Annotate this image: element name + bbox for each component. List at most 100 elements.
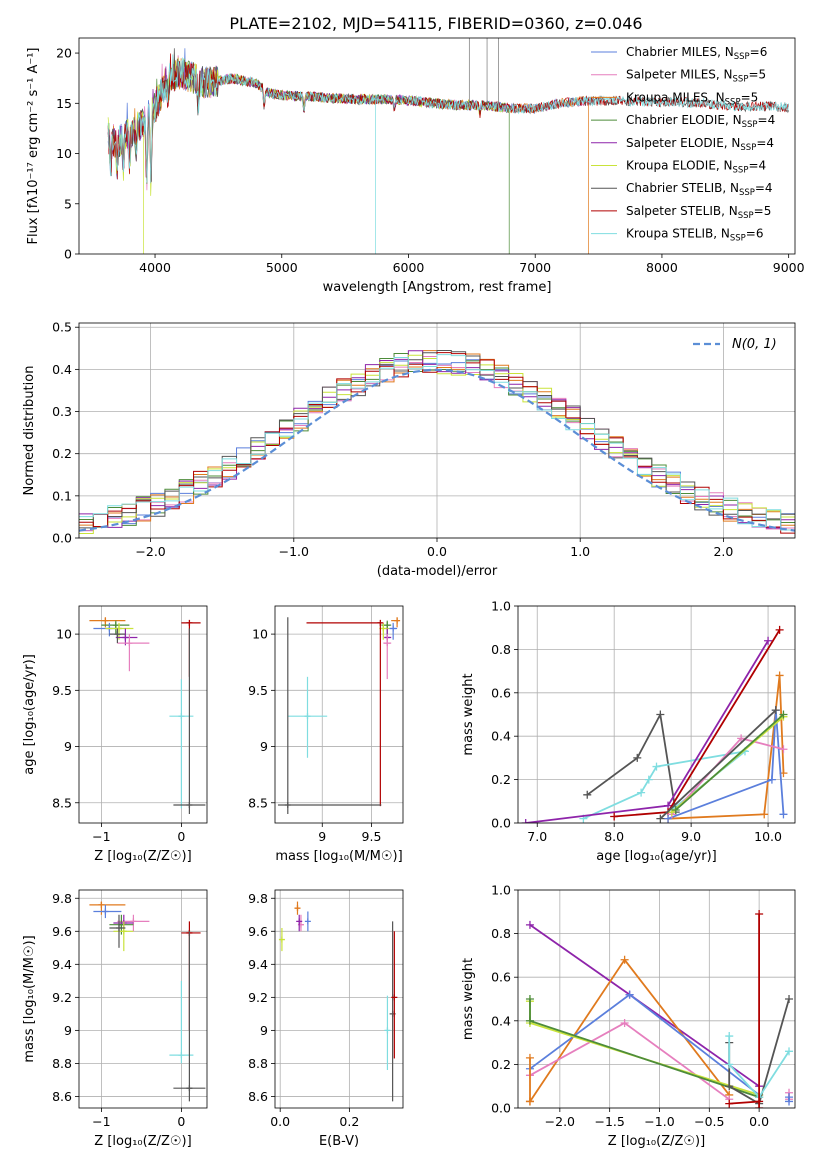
plot-area [525, 909, 794, 1108]
legend-label: Kroupa STELIB, NSSP=6 [626, 227, 764, 244]
y-tick-label: 9.6 [248, 924, 268, 939]
data-point [186, 1085, 193, 1092]
x-tick-label: 9000 [773, 260, 805, 275]
y-tick-label: 9 [260, 1023, 268, 1038]
data-point [620, 1018, 629, 1027]
y-tick-label: 0.1 [52, 488, 72, 503]
x-tick-label: 2.0 [713, 544, 733, 559]
data-point [775, 671, 784, 680]
data-point [625, 990, 634, 999]
data-point [764, 636, 773, 645]
data-point [178, 1052, 185, 1059]
x-tick-label: 0 [177, 1114, 185, 1129]
weight-line [529, 999, 760, 1098]
x-axis-label: Z [log₁₀(Z/Z☉)] [94, 1134, 191, 1149]
y-tick-label: 0.8 [491, 642, 511, 657]
data-point [525, 920, 534, 929]
data-point [521, 819, 530, 823]
data-point [294, 905, 301, 912]
data-point [112, 622, 119, 629]
weight-line [729, 914, 760, 1108]
x-tick-label: 0.2 [339, 1114, 359, 1129]
x-tick-label: 0.0 [270, 1114, 290, 1129]
data-point [755, 1104, 764, 1108]
panel-weight_vs_Z: −2.0 −1.5 −1.0 −0.5 0.0 0.0 0.2 0.4 0.6 0.8 1.0 Z [… [461, 883, 796, 1149]
axes-frame [78, 889, 208, 1109]
data-point [186, 619, 193, 626]
weight-line [586, 711, 677, 813]
figure-title: PLATE=2102, MJD=54115, FIBERID=0360, z=0… [229, 14, 642, 33]
x-tick-label: −1 [92, 1114, 110, 1129]
weight-line [614, 629, 781, 818]
y-tick-label: 0.4 [491, 1013, 511, 1028]
data-point [785, 1047, 794, 1056]
data-point [384, 640, 391, 647]
x-tick-label: 10.0 [754, 829, 782, 844]
x-tick-label: −2.0 [545, 1114, 575, 1129]
data-point [525, 1053, 534, 1062]
data-point [525, 995, 534, 1003]
data-point [656, 710, 665, 719]
data-point [304, 713, 311, 720]
x-tick-label: −0.5 [694, 1114, 724, 1129]
x-axis-label: Z [log₁₀(Z/Z☉)] [94, 849, 191, 864]
data-point [610, 812, 619, 821]
data-point [391, 994, 398, 1001]
y-tick-label: 9.8 [52, 891, 72, 906]
data-point [284, 802, 291, 809]
y-tick-label: 8.6 [52, 1089, 72, 1104]
y-tick-label: 0.4 [491, 729, 511, 744]
data-point [278, 936, 285, 943]
data-point [178, 713, 185, 720]
plot-area [521, 625, 788, 823]
hist-legend: N(0, 1) [693, 337, 777, 352]
weight-line [671, 737, 784, 815]
legend-label: N(0, 1) [732, 337, 777, 352]
plot-area [89, 617, 206, 815]
weight-line [675, 713, 785, 811]
data-point [620, 955, 629, 964]
data-point [725, 1099, 734, 1108]
y-tick-label: 20 [56, 46, 72, 61]
weight-line [529, 993, 760, 1096]
weight-line [529, 1001, 760, 1096]
y-tick-label: 1.0 [491, 883, 511, 898]
plot-area [107, 38, 790, 254]
y-tick-label: 9 [64, 1023, 72, 1038]
data-point [377, 619, 384, 626]
legend-label: Salpeter STELIB, NSSP=5 [626, 204, 771, 221]
panel-weight_vs_age: 7.0 8.0 9.0 10.0 0.0 0.2 0.4 0.6 0.8 1.0 age [log₁… [461, 599, 796, 864]
data-point [725, 1082, 734, 1091]
y-tick-label: 0.8 [491, 926, 511, 941]
plot-area [278, 901, 398, 1102]
data-point [644, 775, 653, 784]
legend-label: Chabrier STELIB, NSSP=4 [626, 181, 773, 198]
x-tick-label: 8000 [646, 260, 678, 275]
data-point [725, 1032, 734, 1041]
data-point [633, 753, 642, 762]
panel-age_vs_Z: −1 0 8.5 9 9.5 10 Z [log₁₀(Z/Z☉)] age [log₁₀(ag… [22, 605, 208, 864]
weight-line [728, 1036, 790, 1099]
data-point [102, 617, 109, 624]
y-tick-label: 0.4 [52, 362, 72, 377]
axes-frame [517, 605, 796, 824]
y-tick-label: 9.5 [52, 683, 72, 698]
data-point [652, 762, 661, 771]
axes-frame [78, 322, 796, 539]
data-point [120, 928, 127, 935]
x-axis-label: mass [log₁₀(M/M☉)] [275, 849, 402, 864]
axes-frame [274, 889, 404, 1109]
data-point [114, 631, 121, 638]
y-tick-label: 8.5 [248, 795, 268, 810]
data-point [116, 924, 122, 931]
histogram-step [79, 350, 795, 529]
y-axis-label: mass weight [461, 673, 476, 755]
y-tick-label: 15 [56, 96, 72, 111]
data-point [390, 625, 397, 632]
data-point [725, 1060, 734, 1069]
data-point [525, 1097, 534, 1106]
y-tick-label: 9.8 [248, 891, 268, 906]
y-axis-label: mass [log₁₀(M/M☉)] [22, 935, 37, 1062]
y-tick-label: 9.6 [52, 924, 72, 939]
